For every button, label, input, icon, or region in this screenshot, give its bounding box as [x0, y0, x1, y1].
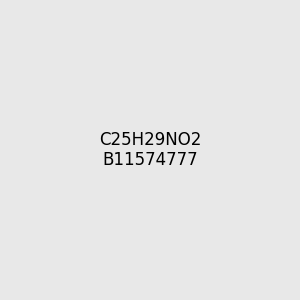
Text: C25H29NO2
B11574777: C25H29NO2 B11574777: [99, 130, 201, 170]
